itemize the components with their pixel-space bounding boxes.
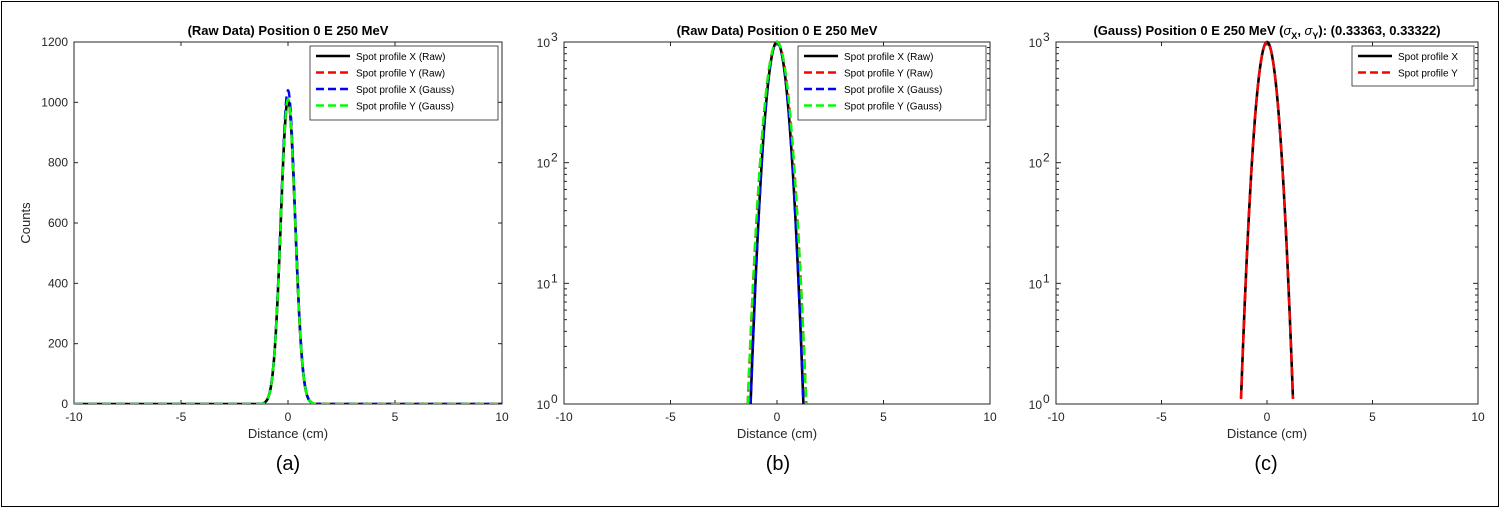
- y-tick-label: 400: [48, 276, 68, 290]
- series-group: [744, 40, 810, 404]
- chart-title: (Gauss) Position 0 E 250 MeV (σX, σY): (…: [1093, 23, 1440, 41]
- y-tick-label: 200: [48, 337, 68, 351]
- y-tick-label: 10: [1029, 398, 1043, 412]
- x-axis-label: Distance (cm): [737, 426, 817, 441]
- y-tick-exponent: 0: [551, 392, 558, 406]
- x-tick-label: 5: [392, 410, 399, 424]
- legend: Spot profile X (Raw) Spot profile Y (Raw)…: [309, 45, 499, 121]
- x-tick-label: -10: [555, 410, 573, 424]
- panel-caption: (c): [1254, 453, 1277, 475]
- y-tick-label: 10: [537, 398, 551, 412]
- x-tick-label: 0: [1264, 410, 1271, 424]
- legend-entry: Spot profile X (Raw): [356, 52, 445, 63]
- x-tick-label: 0: [774, 410, 781, 424]
- x-tick-label: 10: [495, 410, 509, 424]
- chart-title: (Raw Data) Position 0 E 250 MeV: [677, 23, 878, 38]
- chart-title: (Raw Data) Position 0 E 250 MeV: [188, 23, 389, 38]
- x-tick-label: 10: [983, 410, 997, 424]
- x-tick-label: -10: [65, 410, 83, 424]
- y-tick-label: 10: [1029, 277, 1043, 291]
- legend-entry: Spot profile X (Gauss): [844, 85, 942, 96]
- series-group: [74, 89, 502, 404]
- y-tick-label: 600: [48, 216, 68, 230]
- x-tick-label: -5: [665, 410, 676, 424]
- legend-entry: Spot profile Y (Raw): [844, 69, 933, 80]
- chart-panel-1: -10 -5 0 5 10 0 200 400 600 800 1000 1200 Distance (…: [18, 23, 509, 475]
- legend-entry: Spot profile X: [1398, 52, 1458, 63]
- x-tick-label: 5: [880, 410, 887, 424]
- legend-box: [309, 45, 499, 121]
- plot-area: [1055, 41, 1479, 405]
- x-tick-label: -5: [1156, 410, 1167, 424]
- y-tick-label: 10: [1029, 36, 1043, 50]
- series-line-4: [74, 98, 502, 404]
- y-axis-label: Counts: [18, 202, 33, 244]
- y-tick-exponent: 3: [551, 30, 558, 44]
- y-tick-exponent: 0: [1043, 392, 1050, 406]
- x-tick-label: 0: [285, 410, 292, 424]
- x-axis-label: Distance (cm): [248, 426, 328, 441]
- series-line-4: [746, 40, 808, 404]
- legend-entry: Spot profile Y (Gauss): [844, 102, 942, 113]
- legend-entry: Spot profile X (Raw): [844, 52, 933, 63]
- y-tick-label: 10: [537, 277, 551, 291]
- y-tick-label: 0: [61, 397, 68, 411]
- legend-entry: Spot profile Y (Gauss): [356, 102, 454, 113]
- x-tick-label: -5: [176, 410, 187, 424]
- panel-caption: (b): [766, 453, 790, 475]
- y-tick-exponent: 2: [1043, 151, 1050, 165]
- legend: Spot profile X Spot profile Y: [1351, 45, 1475, 87]
- legend: Spot profile X (Raw) Spot profile Y (Raw)…: [797, 45, 987, 121]
- series-line-2: [1239, 40, 1295, 400]
- series-group: [1239, 40, 1295, 400]
- panel-caption: (a): [276, 453, 300, 475]
- legend-entry: Spot profile Y: [1398, 69, 1458, 80]
- y-tick-label: 10: [537, 157, 551, 171]
- x-axis-label: Distance (cm): [1227, 426, 1307, 441]
- x-tick-label: -10: [1047, 410, 1065, 424]
- legend-entry: Spot profile Y (Raw): [356, 69, 445, 80]
- y-tick-label: 800: [48, 156, 68, 170]
- legend-box: [1351, 45, 1475, 87]
- x-tick-label: 5: [1369, 410, 1376, 424]
- y-tick-exponent: 3: [1043, 30, 1050, 44]
- y-tick-label: 1000: [41, 95, 68, 109]
- legend-box: [797, 45, 987, 121]
- x-tick-label: 10: [1471, 410, 1485, 424]
- y-tick-label: 1200: [41, 35, 68, 49]
- legend-entry: Spot profile X (Gauss): [356, 85, 454, 96]
- y-tick-label: 10: [537, 36, 551, 50]
- y-tick-label: 10: [1029, 157, 1043, 171]
- series-line-3: [74, 89, 502, 404]
- y-tick-exponent: 2: [551, 151, 558, 165]
- y-tick-exponent: 1: [1043, 271, 1050, 285]
- y-tick-exponent: 1: [551, 271, 558, 285]
